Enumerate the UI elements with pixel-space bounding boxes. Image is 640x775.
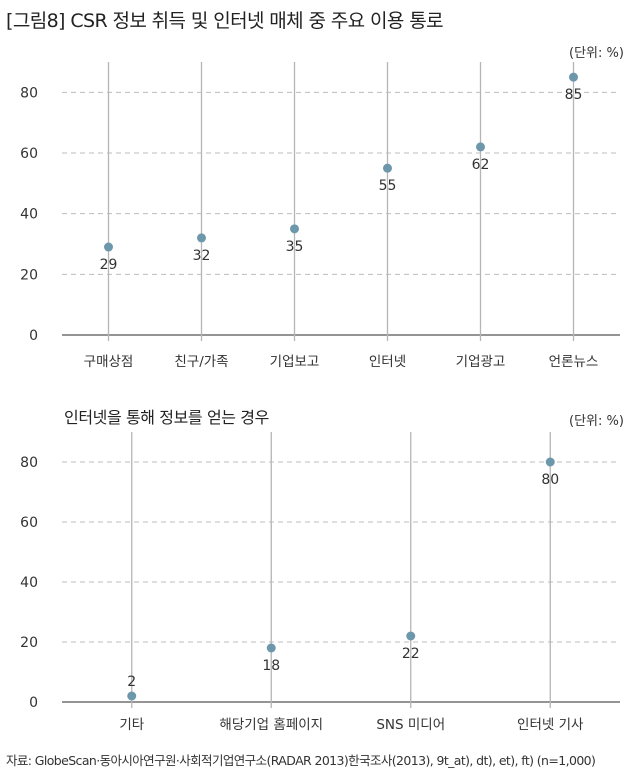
x-category-label: 인터넷 xyxy=(369,354,406,370)
data-value-label: 55 xyxy=(379,178,397,194)
y-tick-label: 20 xyxy=(20,267,38,283)
figure-title: [그림8] CSR 정보 취득 및 인터넷 매체 중 주요 이용 통로 xyxy=(6,10,444,32)
data-value-label: 32 xyxy=(193,248,211,264)
data-value-label: 29 xyxy=(100,257,118,273)
chart2-unit-label: (단위: %) xyxy=(569,414,624,429)
x-category-label: 친구/가족 xyxy=(174,354,228,370)
data-value-label: 80 xyxy=(541,472,559,488)
x-category-label: 인터넷 기사 xyxy=(517,717,584,733)
data-value-label: 2 xyxy=(127,674,136,690)
y-tick-label: 0 xyxy=(29,695,38,711)
data-point xyxy=(127,691,137,701)
y-tick-label: 80 xyxy=(20,85,38,101)
y-tick-label: 60 xyxy=(20,146,38,162)
data-value-label: 18 xyxy=(262,658,280,674)
x-category-label: SNS 미디어 xyxy=(376,717,445,733)
y-tick-label: 80 xyxy=(20,455,38,471)
data-point xyxy=(197,233,206,243)
x-category-label: 해당기업 홈페이지 xyxy=(219,717,323,733)
x-category-label: 기업광고 xyxy=(456,354,506,370)
data-value-label: 62 xyxy=(472,157,490,173)
x-category-label: 언론뉴스 xyxy=(549,354,599,370)
data-point xyxy=(266,643,276,653)
data-point xyxy=(104,242,113,252)
chart1-unit-label: (단위: %) xyxy=(569,46,624,61)
y-tick-label: 60 xyxy=(20,515,38,531)
data-value-label: 35 xyxy=(286,239,304,255)
x-category-label: 구매상점 xyxy=(84,354,134,370)
y-tick-label: 40 xyxy=(20,575,38,591)
data-point xyxy=(383,163,392,173)
y-tick-label: 0 xyxy=(29,328,38,344)
y-tick-label: 40 xyxy=(20,207,38,223)
data-value-label: 22 xyxy=(402,646,420,662)
chart-2: 0 20 40 60 80 기타 2 해당기업 홈페이지 18 SNS 미디어 22 인터넷 기사 80 xyxy=(20,432,620,733)
y-tick-label: 20 xyxy=(20,635,38,651)
data-point xyxy=(406,631,416,641)
chart2-title: 인터넷을 통해 정보를 얻는 경우 xyxy=(64,408,269,427)
x-category-label: 기업보고 xyxy=(270,354,320,370)
chart-1: 0 20 40 60 80 구매상점 29 친구/가족 32 기업보고 35 인터넷 55 기업광고 62 언… xyxy=(20,62,620,370)
data-point xyxy=(290,224,299,234)
data-value-label: 85 xyxy=(565,87,583,103)
source-note: 자료: GlobeScan·동아시아연구원·사회적기업연구소(RADAR 201… xyxy=(6,753,596,768)
data-point xyxy=(476,142,485,152)
data-point xyxy=(569,72,578,82)
x-category-label: 기타 xyxy=(119,717,144,733)
data-point xyxy=(545,457,555,467)
